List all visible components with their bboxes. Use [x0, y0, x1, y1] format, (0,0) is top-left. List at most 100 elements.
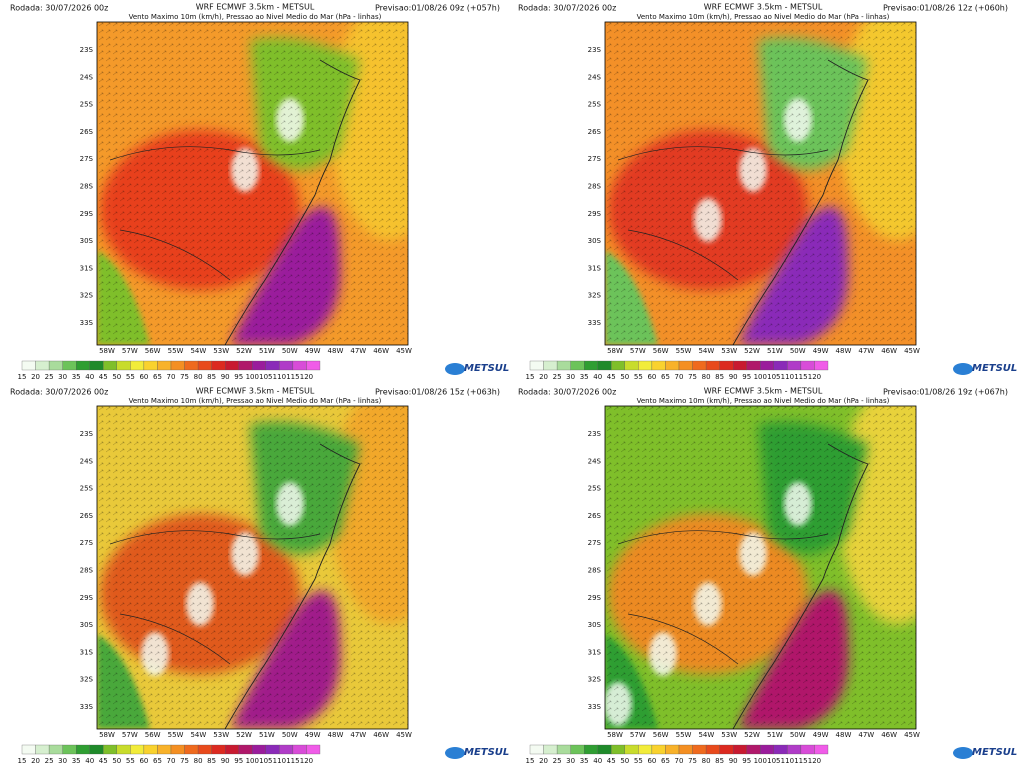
colorbar-cell — [279, 360, 294, 371]
lon-label: 48W — [836, 347, 852, 355]
colorbar-label: 110 — [781, 757, 794, 765]
colorbar-label: 80 — [702, 757, 711, 765]
lat-label: 31S — [588, 264, 602, 272]
colorbar-label: 115 — [794, 757, 807, 765]
map-frame — [96, 405, 409, 730]
lat-label: 23S — [80, 46, 94, 54]
lat-label: 23S — [80, 430, 94, 438]
colorbar-cell — [611, 360, 625, 371]
colorbar-cell — [292, 744, 307, 755]
colorbar-cell — [787, 744, 802, 755]
colorbar-cell — [746, 360, 761, 371]
colorbar-cell — [130, 744, 145, 755]
coastline — [732, 59, 869, 345]
lon-label: 49W — [305, 347, 321, 355]
lon-label: 57W — [630, 731, 646, 739]
colorbar-cell — [746, 744, 761, 755]
map-frame — [604, 405, 917, 730]
map-frame — [604, 21, 917, 346]
colorbar-cell — [543, 744, 558, 755]
colorbar-label: 75 — [688, 373, 697, 381]
colorbar-cell — [197, 360, 212, 371]
colorbar-label: 30 — [58, 373, 67, 381]
lon-label: 54W — [190, 731, 206, 739]
colorbar-label: 95 — [742, 757, 751, 765]
colorbar-label: 25 — [553, 373, 562, 381]
colorbar-label: 100 — [754, 373, 767, 381]
lon-label: 45W — [396, 731, 412, 739]
lon-label: 51W — [767, 347, 783, 355]
lat-label: 27S — [588, 155, 602, 163]
colorbar-label: 55 — [634, 373, 643, 381]
colorbar-label: 40 — [85, 757, 94, 765]
lon-label: 56W — [145, 731, 161, 739]
colorbar-label: 40 — [593, 373, 602, 381]
colorbar-label: 55 — [126, 373, 135, 381]
colorbar-label: 85 — [207, 373, 216, 381]
lon-label: 50W — [790, 731, 806, 739]
colorbar-cell — [225, 744, 239, 755]
colorbar-cell — [678, 744, 693, 755]
colorbar-label: 65 — [661, 373, 670, 381]
lon-label: 50W — [282, 347, 298, 355]
colorbar-label: 35 — [72, 373, 81, 381]
colorbar-cell — [35, 360, 50, 371]
colorbar-cell — [76, 744, 90, 755]
colorbar-cell — [624, 744, 639, 755]
colorbar-label: 20 — [31, 757, 40, 765]
lat-label: 25S — [588, 101, 602, 109]
colorbar-label: 70 — [675, 373, 684, 381]
colorbar-cell — [597, 360, 612, 371]
colorbar-cell — [678, 360, 693, 371]
colorbar-cell — [760, 744, 774, 755]
lat-label: 23S — [588, 430, 602, 438]
colorbar-cell — [719, 744, 734, 755]
lat-label: 33S — [80, 703, 94, 711]
lat-label: 26S — [588, 128, 602, 136]
colorbar-label: 110 — [273, 757, 286, 765]
colorbar-cell — [638, 744, 653, 755]
lat-label: 31S — [588, 648, 602, 656]
lon-label: 47W — [350, 731, 366, 739]
colorbar-cell — [773, 744, 788, 755]
colorbar-label: 30 — [566, 757, 575, 765]
colorbar-label: 45 — [99, 373, 108, 381]
lat-label: 24S — [588, 457, 602, 465]
model-title: WRF ECMWF 3.5km - METSUL — [196, 3, 315, 12]
colorbar-cell — [787, 360, 802, 371]
colorbar-cell — [48, 744, 63, 755]
model-title: WRF ECMWF 3.5km - METSUL — [196, 387, 315, 396]
colorbar-cell — [665, 744, 680, 755]
lat-label: 23S — [588, 46, 602, 54]
colorbar-cell — [197, 744, 212, 755]
lon-label: 53W — [721, 731, 737, 739]
colorbar-label: 120 — [808, 757, 821, 765]
colorbar-label: 65 — [153, 757, 162, 765]
forecast-label: Previsao:01/08/26 15z (+063h) — [375, 388, 500, 397]
colorbar-cell — [279, 744, 294, 755]
lon-label: 52W — [744, 731, 760, 739]
colorbar-label: 75 — [180, 757, 189, 765]
wind-vectors — [97, 22, 408, 345]
coastline — [732, 443, 869, 729]
colorbar-cell — [665, 360, 680, 371]
lon-label: 52W — [236, 347, 252, 355]
colorbar-cell — [719, 360, 734, 371]
lon-label: 55W — [168, 731, 184, 739]
map-field — [605, 22, 916, 345]
lat-label: 28S — [588, 183, 602, 191]
lon-label: 48W — [836, 731, 852, 739]
lon-label: 47W — [858, 347, 874, 355]
colorbar-cell — [62, 360, 77, 371]
colorbar-cell — [597, 744, 612, 755]
colorbar-label: 85 — [207, 757, 216, 765]
lat-label: 33S — [588, 319, 602, 327]
colorbar-cell — [62, 744, 77, 755]
colorbar-label: 90 — [729, 373, 738, 381]
colorbar-cell — [800, 360, 815, 371]
lon-label: 55W — [676, 347, 692, 355]
colorbar-cell — [211, 744, 226, 755]
colorbar-cell — [184, 744, 199, 755]
colorbar-label: 65 — [661, 757, 670, 765]
